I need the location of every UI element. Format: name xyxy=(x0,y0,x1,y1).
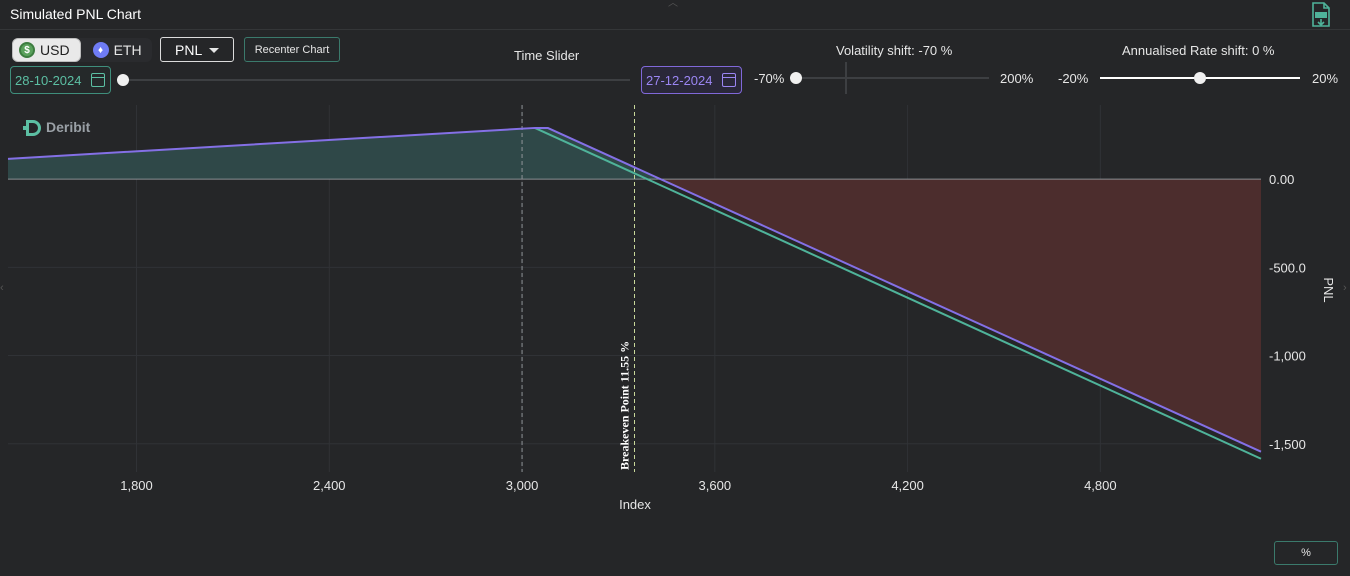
deribit-logo-text: Deribit xyxy=(46,119,91,135)
y-tick-label: 0.00 xyxy=(1269,172,1294,187)
x-tick-label: 3,600 xyxy=(699,478,732,493)
x-tick-label: 1,800 xyxy=(120,478,153,493)
x-axis-ticks: 1,800 2,400 3,000 3,600 4,200 4,800 xyxy=(120,478,1116,493)
y-tick-label: -500.0 xyxy=(1269,260,1306,275)
collapse-chevron-icon[interactable]: ︿ xyxy=(668,0,678,9)
recenter-chart-button[interactable]: Recenter Chart xyxy=(244,37,340,62)
time-slider-track[interactable] xyxy=(123,79,630,81)
chevron-right-icon[interactable]: › xyxy=(1343,282,1347,294)
rate-max-label: 20% xyxy=(1312,71,1339,86)
volatility-max-label: 200% xyxy=(1000,71,1034,86)
deribit-logo: Deribit xyxy=(23,119,91,136)
x-tick-label: 4,200 xyxy=(891,478,924,493)
x-tick-label: 4,800 xyxy=(1084,478,1117,493)
currency-eth-label: ETH xyxy=(113,42,142,58)
pnl-series-line-2 xyxy=(534,127,1262,460)
currency-usd-label: USD xyxy=(40,42,70,58)
eth-coin-icon: ♦ xyxy=(92,42,109,58)
start-date-value: 28-10-2024 xyxy=(15,72,82,88)
y-tick-label: -1,000 xyxy=(1269,349,1306,364)
pnl-chart[interactable]: 1,800 2,400 3,000 3,600 4,200 4,800 0.00 -500.… xyxy=(0,100,1350,520)
volatility-min-label: -70% xyxy=(754,71,785,86)
window-title: Simulated PNL Chart xyxy=(10,6,141,22)
currency-eth-button[interactable]: ♦ ETH xyxy=(87,38,152,62)
volatility-shift-label: Volatility shift: -70 % xyxy=(836,43,953,58)
x-axis-label: Index xyxy=(619,497,651,512)
chevron-left-icon[interactable]: ‹ xyxy=(0,282,4,294)
currency-toggle: $ USD ♦ ETH xyxy=(12,38,152,62)
y-tick-label: -1,500 xyxy=(1269,437,1306,452)
calendar-icon[interactable] xyxy=(91,73,105,87)
csv-download-icon[interactable] xyxy=(1308,1,1334,29)
y-axis-label: PNL xyxy=(1321,277,1336,302)
metric-select[interactable]: PNL xyxy=(160,37,234,62)
rate-shift-label: Annualised Rate shift: 0 % xyxy=(1122,43,1275,58)
volatility-slider-track[interactable] xyxy=(796,77,989,79)
breakeven-label: Breakeven Point 11.55 % xyxy=(618,341,632,470)
rate-slider-thumb[interactable] xyxy=(1194,72,1206,84)
profit-area xyxy=(8,127,661,180)
start-date-input[interactable]: 28-10-2024 xyxy=(10,66,111,94)
volatility-slider-thumb[interactable] xyxy=(790,72,802,84)
x-tick-label: 3,000 xyxy=(506,478,539,493)
pnl-series-line-1 xyxy=(7,126,1262,453)
end-date-value: 27-12-2024 xyxy=(646,72,713,88)
y-axis-ticks: 0.00 -500.0 -1,000 -1,500 xyxy=(1269,172,1306,452)
deribit-logo-icon xyxy=(23,120,41,136)
title-bar: Simulated PNL Chart ︿ xyxy=(0,0,1350,30)
rate-min-label: -20% xyxy=(1058,71,1089,86)
usd-coin-icon: $ xyxy=(19,42,35,58)
calendar-icon[interactable] xyxy=(722,73,736,87)
time-slider-thumb[interactable] xyxy=(117,74,129,86)
caret-down-icon xyxy=(209,48,219,53)
currency-usd-button[interactable]: $ USD xyxy=(12,38,81,62)
time-slider-label: Time Slider xyxy=(514,48,580,63)
percent-toggle-button[interactable]: % xyxy=(1274,541,1338,565)
volatility-zero-marker xyxy=(845,62,847,94)
end-date-input[interactable]: 27-12-2024 xyxy=(641,66,742,94)
x-tick-label: 2,400 xyxy=(313,478,346,493)
metric-select-value: PNL xyxy=(175,41,203,58)
pnl-lines xyxy=(7,105,1262,472)
